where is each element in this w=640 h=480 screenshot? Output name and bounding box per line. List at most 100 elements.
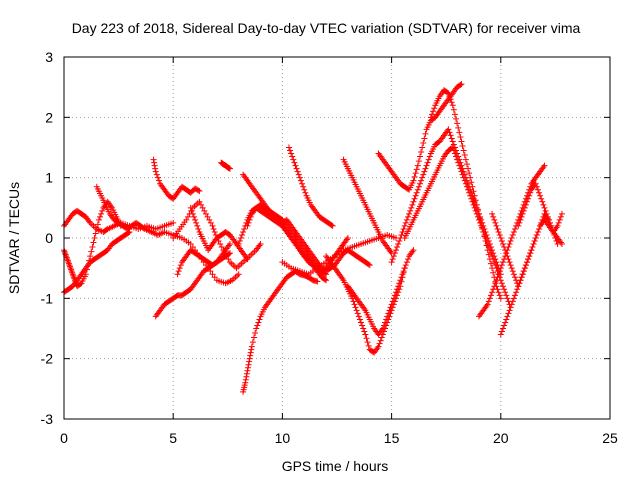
data-point — [237, 235, 244, 241]
data-point — [361, 328, 368, 335]
x-tick-label: 20 — [493, 430, 509, 446]
data-point — [537, 192, 544, 199]
data-point — [515, 283, 522, 290]
x-tick-label: 10 — [275, 430, 291, 446]
data-point — [245, 361, 252, 368]
data-point — [248, 346, 255, 353]
data-point — [536, 189, 543, 196]
data-point — [463, 183, 470, 190]
data-point — [484, 247, 491, 254]
data-point — [245, 219, 252, 226]
data-point — [469, 198, 476, 205]
data-point — [404, 256, 411, 263]
data-point — [504, 295, 511, 302]
y-tick-label: 3 — [45, 49, 53, 65]
data-point — [462, 180, 469, 187]
data-point — [85, 262, 92, 269]
data-point — [556, 216, 563, 223]
data-point — [365, 342, 372, 349]
axis-ticks: 0 5 10 15 20 25 -3 -2 -1 0 1 2 3 — [41, 49, 618, 446]
data-point — [454, 120, 461, 127]
data-point — [539, 198, 546, 205]
data-point — [525, 195, 532, 202]
data-point — [410, 198, 417, 205]
data-point — [244, 222, 251, 229]
data-point — [323, 277, 330, 284]
data-point — [321, 276, 328, 283]
data-point — [189, 210, 196, 217]
data-point — [226, 165, 233, 172]
data-point — [520, 268, 527, 275]
data-point — [457, 81, 464, 88]
series-arc-19 — [344, 247, 417, 338]
data-point — [495, 289, 502, 296]
data-point — [525, 256, 532, 263]
data-point — [176, 265, 183, 272]
data-point — [496, 231, 503, 238]
data-point — [539, 216, 546, 223]
data-point — [430, 108, 437, 115]
data-point — [474, 206, 481, 213]
data-point — [383, 316, 390, 323]
data-point — [478, 219, 485, 226]
data-point — [209, 271, 216, 278]
series-arc-6 — [152, 250, 233, 320]
data-point — [235, 271, 242, 278]
data-point — [506, 241, 513, 248]
data-point — [236, 238, 243, 245]
data-point — [386, 307, 393, 314]
data-point — [421, 135, 428, 142]
data-point — [499, 259, 506, 266]
data-point — [202, 210, 209, 217]
data-point — [390, 253, 397, 260]
data-point — [395, 283, 402, 290]
data-point — [503, 292, 510, 299]
data-point — [152, 165, 159, 172]
data-point — [510, 271, 517, 278]
data-point — [427, 114, 434, 121]
data-point — [217, 241, 224, 248]
data-point — [458, 138, 465, 145]
data-point — [415, 183, 422, 190]
data-point — [528, 247, 535, 254]
data-point — [246, 355, 253, 362]
data-point — [543, 210, 550, 217]
data-point — [516, 219, 523, 226]
data-point — [431, 105, 438, 112]
data-point — [398, 231, 405, 238]
data-point — [542, 207, 549, 214]
data-point — [401, 222, 408, 229]
x-tick-label: 15 — [384, 430, 400, 446]
x-tick-label: 5 — [169, 430, 177, 446]
data-point — [529, 244, 536, 251]
data-point — [451, 111, 458, 118]
data-point — [502, 289, 509, 296]
data-point — [541, 162, 548, 169]
data-point — [490, 269, 497, 276]
data-point — [413, 189, 420, 196]
data-point — [533, 231, 540, 238]
data-point — [462, 156, 469, 163]
data-point — [414, 162, 421, 169]
data-point — [491, 283, 498, 290]
data-point — [223, 253, 230, 260]
data-point — [504, 313, 511, 320]
data-point — [408, 204, 415, 211]
data-point — [413, 166, 420, 173]
data-point — [387, 304, 394, 311]
data-point — [247, 349, 254, 356]
data-point — [426, 153, 433, 160]
data-point — [359, 322, 366, 329]
data-point — [218, 244, 225, 251]
data-point — [302, 189, 309, 196]
data-point — [506, 307, 513, 314]
data-point — [497, 295, 504, 302]
data-point — [549, 225, 556, 232]
data-point — [548, 222, 555, 229]
data-point — [402, 262, 409, 269]
data-point — [521, 204, 528, 211]
data-point — [90, 239, 97, 246]
data-point — [444, 89, 451, 96]
data-point — [397, 277, 404, 284]
data-point — [400, 268, 407, 275]
